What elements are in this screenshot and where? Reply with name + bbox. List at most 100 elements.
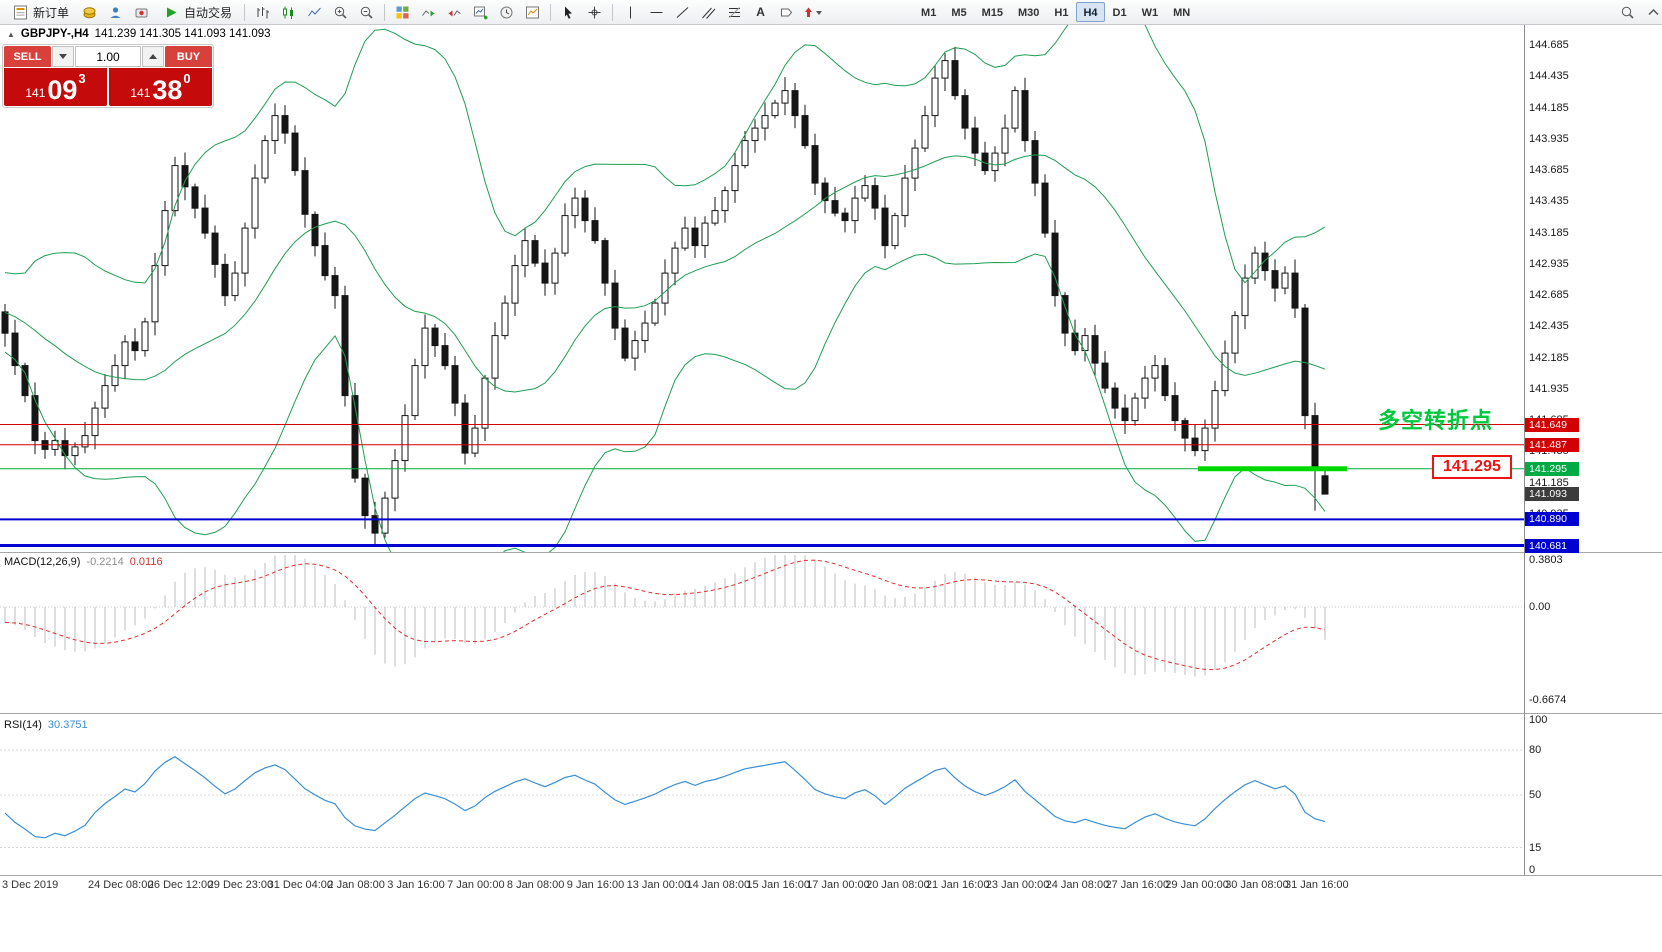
timeframe-m5[interactable]: M5: [944, 2, 973, 22]
time-axis-label: 29 Jan 00:00: [1165, 879, 1229, 891]
time-axis-label: 27 Jan 16:00: [1105, 879, 1170, 891]
arrows-dropdown-icon[interactable]: [800, 1, 825, 24]
macd-axis-label: 0.3803: [1529, 554, 1563, 566]
panel-separator-main-macd[interactable]: [0, 552, 1662, 553]
cursor-icon[interactable]: [556, 1, 581, 24]
time-axis-label: 31 Jan 16:00: [1285, 879, 1349, 891]
rsi-label: RSI(14) 30.3751: [4, 719, 88, 731]
price-line-tag: 140.681: [1525, 538, 1579, 553]
bar-chart-icon[interactable]: [250, 1, 275, 24]
trade-controls-row: SELL BUY: [4, 46, 212, 67]
rsi-panel-canvas[interactable]: [0, 716, 1524, 875]
chart-shift-icon[interactable]: [442, 1, 467, 24]
price-axis-label: 144.435: [1529, 70, 1569, 83]
line-chart-icon[interactable]: [302, 1, 327, 24]
price-axis-label: 143.685: [1529, 164, 1569, 176]
crosshair-icon[interactable]: [582, 1, 607, 24]
timeframe-mn[interactable]: MN: [1166, 2, 1197, 22]
volume-up-button[interactable]: [142, 46, 164, 67]
buy-price-big: 38: [152, 75, 183, 105]
new-order-button[interactable]: 新订单: [4, 2, 76, 23]
time-axis-label: 2 Jan 08:00: [327, 879, 385, 891]
toolbar-separator: [550, 3, 552, 21]
rsi-axis-label: 50: [1529, 789, 1542, 801]
timeframe-d1[interactable]: D1: [1106, 2, 1134, 22]
symbol-title: GBPJPY-,H4: [20, 28, 89, 40]
price-axis-label: 143.185: [1529, 226, 1569, 239]
autotrading-button[interactable]: 自动交易: [155, 2, 239, 23]
time-axis-label: 14 Jan 08:00: [686, 879, 751, 891]
buy-price-box[interactable]: 141 38 0: [109, 68, 212, 106]
equidistant-channel-icon[interactable]: [696, 1, 721, 24]
chevron-up-icon[interactable]: [1641, 1, 1662, 24]
timeframe-m1[interactable]: M1: [914, 2, 943, 22]
macd-panel-canvas[interactable]: [0, 553, 1524, 712]
sell-price-base: 141: [25, 86, 46, 100]
screenshot-icon[interactable]: [129, 1, 154, 24]
search-icon[interactable]: [1615, 1, 1640, 24]
price-line-tag: 141.295: [1525, 461, 1579, 476]
timeframe-m30[interactable]: M30: [1011, 2, 1046, 22]
vertical-line-icon[interactable]: [618, 1, 643, 24]
volume-input[interactable]: [75, 46, 141, 67]
panel-separator-time-axis: [0, 875, 1662, 876]
main-toolbar: 新订单 自动交易 A M1 M5 M15 M30 H1 H4 D1 W1 MN: [0, 0, 1662, 25]
buy-price-base: 141: [130, 86, 151, 100]
price-flag-label[interactable]: 141.295: [1432, 455, 1512, 479]
volume-down-button[interactable]: [52, 46, 74, 67]
new-chart-icon[interactable]: [468, 1, 493, 24]
price-axis-label: 143.435: [1529, 195, 1569, 208]
time-axis-label: 7 Jan 00:00: [447, 879, 505, 891]
candlestick-chart-icon[interactable]: [276, 1, 301, 24]
rsi-value: 30.3751: [47, 719, 88, 731]
price-axis-label: 141.685: [1529, 414, 1569, 426]
timeframe-w1[interactable]: W1: [1135, 2, 1166, 22]
trendline-icon[interactable]: [670, 1, 695, 24]
time-axis-label: 24 Dec 08:00: [88, 879, 154, 891]
chart-header: ▲ GBPJPY-,H4 141.239 141.305 141.093 141…: [7, 28, 271, 40]
time-axis-label: 20 Jan 08:00: [866, 879, 930, 891]
price-axis-label: 141.185: [1529, 476, 1569, 489]
text-tool-glyph: A: [756, 5, 765, 19]
autotrading-play-icon: [162, 1, 180, 24]
price-line-tag: 141.487: [1525, 437, 1579, 452]
wallet-icon[interactable]: [77, 1, 102, 24]
toolbar-separator: [612, 3, 614, 21]
buy-price-sup: 0: [183, 71, 191, 86]
template-icon[interactable]: [520, 1, 545, 24]
time-axis-label: 21 Jan 16:00: [925, 879, 990, 891]
buy-button[interactable]: BUY: [165, 46, 212, 67]
time-axis-label: 30 Jan 08:00: [1225, 879, 1289, 891]
horizontal-line-icon[interactable]: [644, 1, 669, 24]
timeframe-h1[interactable]: H1: [1047, 2, 1075, 22]
toolbar-separator: [384, 3, 386, 21]
timeframe-h4[interactable]: H4: [1076, 2, 1105, 22]
sell-price-box[interactable]: 141 09 3: [4, 68, 107, 106]
price-axis-label: 142.185: [1529, 351, 1569, 364]
one-click-panel-toggle[interactable]: ▲: [7, 29, 15, 39]
chart-annotation-text[interactable]: 多空转折点: [1378, 408, 1494, 433]
panel-separator-macd-rsi[interactable]: [0, 713, 1662, 714]
community-icon[interactable]: [103, 1, 128, 24]
price-chart-canvas[interactable]: [0, 24, 1524, 553]
auto-scroll-icon[interactable]: [416, 1, 441, 24]
zoom-out-icon[interactable]: [354, 1, 379, 24]
text-label-icon[interactable]: [774, 1, 799, 24]
fibonacci-icon[interactable]: [722, 1, 747, 24]
time-axis-label: 9 Jan 16:00: [566, 879, 625, 891]
price-axis-label: 144.185: [1529, 101, 1569, 114]
price-axis-label: 141.435: [1529, 445, 1569, 458]
sell-button[interactable]: SELL: [4, 46, 51, 67]
tile-windows-icon[interactable]: [390, 1, 415, 24]
time-axis-label: 3 Jan 16:00: [387, 879, 445, 891]
text-tool-icon[interactable]: A: [748, 1, 773, 24]
rsi-axis-label: 15: [1529, 841, 1542, 854]
timeframe-group: M1 M5 M15 M30 H1 H4 D1 W1 MN: [914, 2, 1197, 22]
zoom-in-icon[interactable]: [328, 1, 353, 24]
timeframe-m15[interactable]: M15: [975, 2, 1010, 22]
time-axis-label: 23 Jan 00:00: [985, 879, 1050, 891]
rsi-axis-label: 100: [1529, 714, 1548, 726]
period-dropdown-icon[interactable]: [494, 1, 519, 24]
time-axis-label: 13 Jan 00:00: [626, 879, 691, 891]
